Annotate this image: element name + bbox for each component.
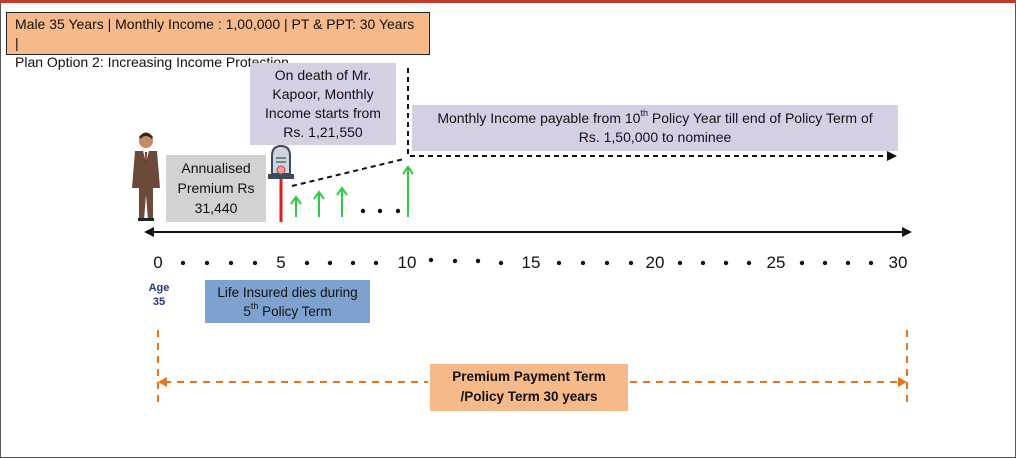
payout-ellipsis [360, 208, 401, 214]
tick-label-20: 20 [645, 253, 665, 272]
policy-summary-box: Male 35 Years | Monthly Income : 1,00,00… [6, 12, 430, 70]
annual-premium-text: Annualised Premium Rs 31,440 [177, 160, 255, 216]
annual-premium-note: Annualised Premium Rs 31,440 [166, 155, 266, 222]
tick-label-0: 0 [153, 253, 163, 272]
age-value: 35 [152, 296, 166, 308]
tombstone-icon [268, 144, 294, 179]
tick-label-30: 30 [888, 253, 908, 272]
policy-term-line1: Premium Payment Term [452, 369, 606, 384]
insured-dies-note: Life Insured dies during 5th Policy Term [205, 280, 370, 323]
death-income-text: On death of Mr. Kapoor, Monthly Income s… [265, 67, 381, 140]
tick-label-15: 15 [521, 253, 541, 272]
policy-term-note: Premium Payment Term /Policy Term 30 yea… [430, 364, 628, 411]
tick-label-25: 25 [766, 253, 786, 272]
policy-summary-line2: Plan Option 2: Increasing Income Protect… [15, 54, 289, 70]
age-label-text: Age [148, 282, 170, 294]
insured-dies-line1: Life Insured dies during [217, 285, 358, 300]
policy-summary-line1: Male 35 Years | Monthly Income : 1,00,00… [15, 16, 415, 51]
monthly-income-line2: Rs. 1,50,000 to nominee [578, 129, 732, 145]
insured-dies-line2: 5th Policy Term [243, 301, 332, 320]
timeline-axis [144, 227, 912, 237]
bracket-arrow-left [158, 377, 167, 387]
income-level-arrowhead [887, 151, 897, 161]
timeline-dots [180, 257, 874, 266]
policy-term-bracket [157, 330, 908, 402]
top-accent-line [0, 0, 1016, 3]
age-label: Age 35 [148, 281, 170, 309]
monthly-income-note: Monthly Income payable from 10th Policy … [412, 105, 898, 151]
tick-label-10: 10 [397, 253, 417, 272]
person-icon [132, 132, 160, 221]
payout-arrows [290, 165, 414, 217]
bracket-arrow-right [898, 377, 907, 387]
policy-term-line2: /Policy Term 30 years [460, 389, 598, 404]
tick-label-5: 5 [276, 253, 286, 272]
death-income-note: On death of Mr. Kapoor, Monthly Income s… [250, 63, 396, 145]
monthly-income-line1: Monthly Income payable from 10th Policy … [437, 108, 873, 127]
income-rise-dashed [291, 158, 405, 187]
